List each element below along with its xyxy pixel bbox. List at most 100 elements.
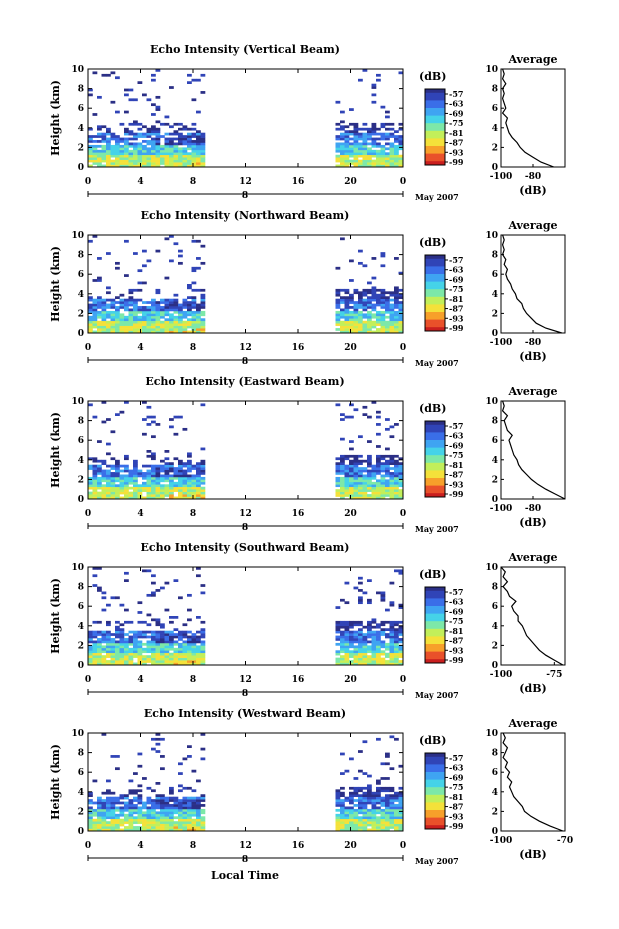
colorbar-segment xyxy=(425,600,445,603)
colorbar-tick-label: -81 xyxy=(449,460,463,470)
colorbar-segment xyxy=(425,422,445,426)
x-axis-label: Local Time xyxy=(211,869,279,882)
colorbar-tick-label: -63 xyxy=(449,763,464,773)
colorbar-segment xyxy=(425,813,445,817)
colorbar-tick-label: -63 xyxy=(449,597,464,607)
x-tick-label: 4 xyxy=(137,675,143,685)
colorbar-tick-label: -57 xyxy=(449,89,463,99)
colorbar-segment xyxy=(425,130,445,134)
colorbar-segment xyxy=(425,161,445,164)
x-tick-label: 8 xyxy=(190,675,196,685)
y-tick-label: 2 xyxy=(78,475,84,485)
average-x-tick-label: -100 xyxy=(490,670,513,680)
x-tick-label: 4 xyxy=(137,841,143,851)
x-tick-label: 0 xyxy=(400,177,406,187)
colorbar-segment xyxy=(425,606,445,609)
colorbar-frame xyxy=(424,420,446,498)
colorbar-tick-label: -99 xyxy=(449,655,464,665)
colorbar-segment xyxy=(425,479,445,483)
average-y-tick-label: 0 xyxy=(492,827,498,837)
average-x-tick-label: -80 xyxy=(525,172,541,182)
colorbar-segment xyxy=(425,472,445,475)
colorbar-tick-label: -63 xyxy=(449,265,464,275)
date-label: May 2007 xyxy=(415,690,459,700)
day-marker: 8 xyxy=(242,689,248,699)
colorbar-segment xyxy=(425,815,445,819)
colorbar-segment xyxy=(425,92,445,96)
colorbar-tick-label: -75 xyxy=(449,782,463,792)
colorbar-segment xyxy=(425,440,445,443)
colorbar-segment xyxy=(425,308,445,311)
colorbar-unit: (dB) xyxy=(419,734,446,747)
x-tick-label: 20 xyxy=(344,343,357,353)
colorbar-segment xyxy=(425,306,445,309)
average-y-tick-label: 4 xyxy=(492,622,498,632)
colorbar-unit: (dB) xyxy=(419,236,446,249)
colorbar-segment xyxy=(425,806,445,809)
colorbar-segment xyxy=(425,321,445,324)
colorbar-segment xyxy=(425,792,445,796)
colorbar-segment xyxy=(425,304,445,307)
colorbar-segment xyxy=(425,146,445,149)
average-title: Average xyxy=(507,551,557,564)
y-tick-label: 6 xyxy=(78,602,84,612)
average-y-tick-label: 10 xyxy=(485,563,498,573)
colorbar-segment xyxy=(425,779,445,782)
colorbar-tick-label: -75 xyxy=(449,284,463,294)
average-y-tick-label: 6 xyxy=(492,602,498,612)
colorbar-tick-label: -57 xyxy=(449,255,463,265)
average-y-tick-label: 10 xyxy=(485,231,498,241)
colorbar-segment xyxy=(425,592,445,596)
colorbar-segment xyxy=(425,613,445,616)
colorbar-tick-label: -63 xyxy=(449,99,464,109)
colorbar-tick-label: -87 xyxy=(449,138,463,148)
y-tick-label: 0 xyxy=(78,661,84,671)
colorbar-segment xyxy=(425,449,445,452)
heatmap-cells xyxy=(88,69,404,168)
colorbar-segment xyxy=(425,327,445,330)
colorbar-segment xyxy=(425,634,445,637)
average-x-label: (dB) xyxy=(519,848,546,861)
colorbar-segment xyxy=(425,457,445,460)
colorbar-segment xyxy=(425,111,445,115)
y-tick-label: 4 xyxy=(78,788,84,798)
colorbar-segment xyxy=(425,266,445,269)
colorbar-segment xyxy=(425,607,445,611)
x-tick-label: 20 xyxy=(344,675,357,685)
colorbar-segment xyxy=(425,426,445,430)
colorbar-segment xyxy=(425,640,445,643)
colorbar-segment xyxy=(425,596,445,599)
colorbar-tick-label: -69 xyxy=(449,440,464,450)
colorbar-tick-label: -57 xyxy=(449,753,463,763)
average-title: Average xyxy=(507,53,557,66)
date-label: May 2007 xyxy=(415,358,459,368)
average-x-tick-label: -70 xyxy=(557,836,573,846)
colorbar-segment xyxy=(425,604,445,607)
average-x-label: (dB) xyxy=(519,184,546,197)
y-tick-label: 8 xyxy=(78,749,84,759)
average-title: Average xyxy=(507,219,557,232)
average-frame xyxy=(500,68,566,168)
colorbar-segment xyxy=(425,283,445,286)
colorbar-tick-label: -93 xyxy=(449,147,464,157)
colorbar-segment xyxy=(425,636,445,639)
colorbar-segment xyxy=(425,609,445,613)
colorbar-segment xyxy=(425,159,445,162)
colorbar-segment xyxy=(425,777,445,781)
average-profile-line xyxy=(501,400,566,500)
panel-title: Echo Intensity (Eastward Beam) xyxy=(145,375,344,388)
average-y-tick-label: 0 xyxy=(492,163,498,173)
average-x-label: (dB) xyxy=(519,516,546,529)
x-tick-label: 0 xyxy=(400,343,406,353)
panel-title: Echo Intensity (Northward Beam) xyxy=(141,209,350,222)
panel-title: Echo Intensity (Westward Beam) xyxy=(144,707,346,720)
x-tick-label: 20 xyxy=(344,841,357,851)
y-tick-label: 10 xyxy=(71,729,84,739)
y-tick-label: 0 xyxy=(78,163,84,173)
average-y-tick-label: 0 xyxy=(492,661,498,671)
colorbar-segment xyxy=(425,598,445,601)
x-tick-label: 8 xyxy=(190,509,196,519)
colorbar-segment xyxy=(425,264,445,267)
colorbar-segment xyxy=(425,262,445,265)
